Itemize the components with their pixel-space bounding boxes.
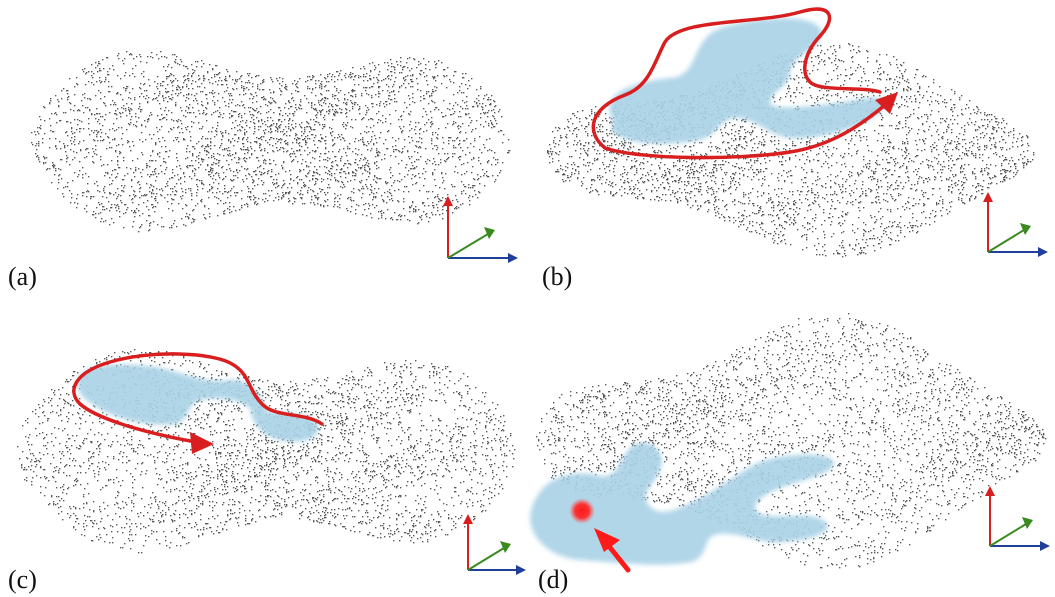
axes-triad-b <box>983 192 1048 257</box>
panel-c: (c) <box>8 349 526 594</box>
point-scatter <box>31 51 511 233</box>
point-scatter <box>547 43 1035 258</box>
panel-label-c: (c) <box>8 565 37 594</box>
axes-triad-d <box>985 486 1050 551</box>
panel-d: (d) <box>530 313 1050 594</box>
panel-label-a: (a) <box>8 262 37 291</box>
segmented-region-b <box>609 18 887 144</box>
outline-arrowhead-b <box>875 92 898 114</box>
point-cloud-c <box>17 349 516 554</box>
panel-a: (a) <box>8 51 518 291</box>
segmentation-outline-c <box>72 352 324 444</box>
segmentation-outline-b-lower <box>603 103 887 160</box>
point-scatter <box>17 349 516 554</box>
seed-point <box>569 498 595 524</box>
panel-b: (b) <box>542 7 1048 291</box>
outline-arrowhead-c <box>190 432 214 454</box>
point-cloud-b <box>547 43 1035 258</box>
segmented-region-c <box>77 364 319 442</box>
axes-triad-a <box>443 196 518 263</box>
panel-label-b: (b) <box>542 262 572 291</box>
axes-triad-c <box>463 514 526 575</box>
segmentation-outline-b <box>591 7 882 150</box>
panel-label-d: (d) <box>538 565 568 594</box>
point-cloud-a <box>31 51 511 233</box>
seed-pointer-arrow <box>594 528 631 573</box>
